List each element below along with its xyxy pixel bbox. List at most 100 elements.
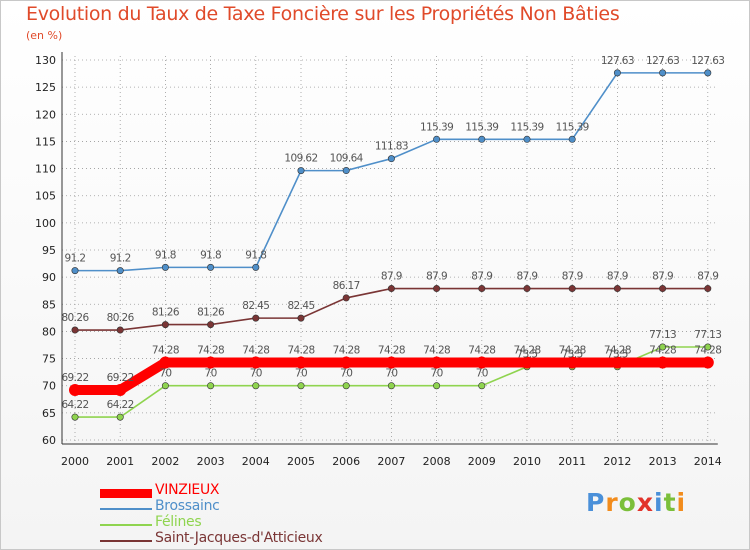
y-tick-label: 130 [35,54,56,67]
data-label-vinzieux: 74.28 [152,344,179,356]
data-point-felines [704,343,712,351]
data-label-brossainc: 115.39 [465,121,498,133]
data-point-felines [659,343,667,351]
data-point-brossainc [207,263,215,271]
data-point-vinzieux [385,356,398,369]
data-label-vinzieux: 74.28 [513,344,540,356]
legend-swatch-brossainc [100,508,152,510]
x-tick-label: 2004 [242,455,270,468]
data-label-felines: 73.5 [562,349,583,361]
data-label-saint_jacques: 87.9 [426,271,447,283]
data-point-vinzieux [566,356,579,369]
data-point-brossainc [252,263,260,271]
data-label-brossainc: 115.39 [510,121,543,133]
data-label-brossainc: 115.39 [556,121,589,133]
data-point-felines [478,382,486,390]
axes: 60 65 70 75 80 85 90 95 100 105 110 115 120 125 130 200… [35,52,722,468]
legend-swatch-felines [100,524,152,526]
data-label-brossainc: 91.2 [65,253,86,265]
legend-label-felines: Félines [155,514,202,530]
data-point-vinzieux [701,356,714,369]
data-label-saint_jacques: 87.9 [607,271,628,283]
data-label-saint_jacques: 86.17 [333,280,360,292]
data-point-vinzieux [340,356,353,369]
data-label-brossainc: 127.63 [691,55,724,67]
data-point-saint_jacques [297,314,305,322]
data-point-vinzieux [611,356,624,369]
data-point-brossainc [161,263,169,271]
data-label-vinzieux: 74.28 [197,344,224,356]
data-label-saint_jacques: 80.26 [107,312,135,324]
data-point-saint_jacques [478,285,486,293]
data-label-vinzieux: 74.28 [604,344,631,356]
data-point-brossainc [71,267,79,275]
data-label-felines: 70 [385,368,397,380]
x-tick-label: 2011 [558,455,586,468]
data-point-brossainc [478,135,486,143]
y-tick-label: 60 [42,434,56,447]
data-point-felines [207,382,215,390]
data-label-felines: 70 [205,368,217,380]
data-point-brossainc [297,167,305,175]
data-label-saint_jacques: 87.9 [697,271,718,283]
data-label-saint_jacques: 81.26 [197,307,225,319]
y-tick-label: 115 [35,135,56,148]
data-label-saint_jacques: 87.9 [652,271,673,283]
x-tick-label: 2007 [377,455,405,468]
data-point-vinzieux [69,383,81,396]
data-point-brossainc [116,267,124,275]
data-point-vinzieux [475,356,488,369]
data-label-vinzieux: 74.28 [649,344,676,356]
data-label-brossainc: 109.62 [284,153,317,165]
data-label-vinzieux: 74.28 [423,344,450,356]
data-label-saint_jacques: 87.9 [381,271,402,283]
data-point-brossainc [704,69,712,77]
y-tick-label: 75 [42,353,56,366]
y-tick-label: 65 [42,407,56,420]
series-lines [69,69,714,421]
x-tick-label: 2005 [287,455,315,468]
data-label-vinzieux: 69.22 [107,372,134,384]
data-label-saint_jacques: 82.45 [242,300,269,312]
data-label-felines: 77.13 [649,329,676,341]
data-point-brossainc [659,69,667,77]
data-point-saint_jacques [387,285,395,293]
data-label-vinzieux: 74.28 [378,344,405,356]
data-label-saint_jacques: 82.45 [287,300,314,312]
data-point-saint_jacques [116,326,124,334]
data-label-vinzieux: 74.28 [333,344,360,356]
y-tick-label: 100 [35,217,56,230]
data-point-vinzieux [159,356,172,369]
data-point-felines [116,413,124,421]
data-label-saint_jacques: 87.9 [562,271,583,283]
data-label-brossainc: 91.8 [245,249,266,261]
data-point-vinzieux [114,383,127,396]
data-point-saint_jacques [704,285,712,293]
data-label-vinzieux: 74.28 [287,344,314,356]
data-label-brossainc: 115.39 [420,121,453,133]
data-point-brossainc [433,135,441,143]
data-label-felines: 70 [431,368,443,380]
data-labels: 91.2 91.2 91.8 91.8 91.8 109.62 109.64 111.83 11… [61,55,725,411]
x-tick-label: 2012 [603,455,631,468]
data-label-felines: 70 [295,368,307,380]
x-tick-label: 2008 [423,455,451,468]
data-point-saint_jacques [613,285,621,293]
data-label-felines: 70 [159,368,171,380]
data-point-brossainc [387,155,395,163]
data-label-vinzieux: 74.28 [694,344,721,356]
data-label-felines: 70 [476,368,488,380]
data-label-brossainc: 91.2 [110,253,131,265]
data-label-vinzieux: 74.28 [559,344,586,356]
data-point-vinzieux [430,356,443,369]
data-label-felines: 70 [340,368,352,380]
data-point-felines [297,382,305,390]
data-point-brossainc [523,135,531,143]
y-tick-label: 80 [42,325,56,338]
y-tick-label: 85 [42,298,56,311]
data-point-saint_jacques [568,285,576,293]
data-point-saint_jacques [433,285,441,293]
x-tick-label: 2000 [61,455,89,468]
